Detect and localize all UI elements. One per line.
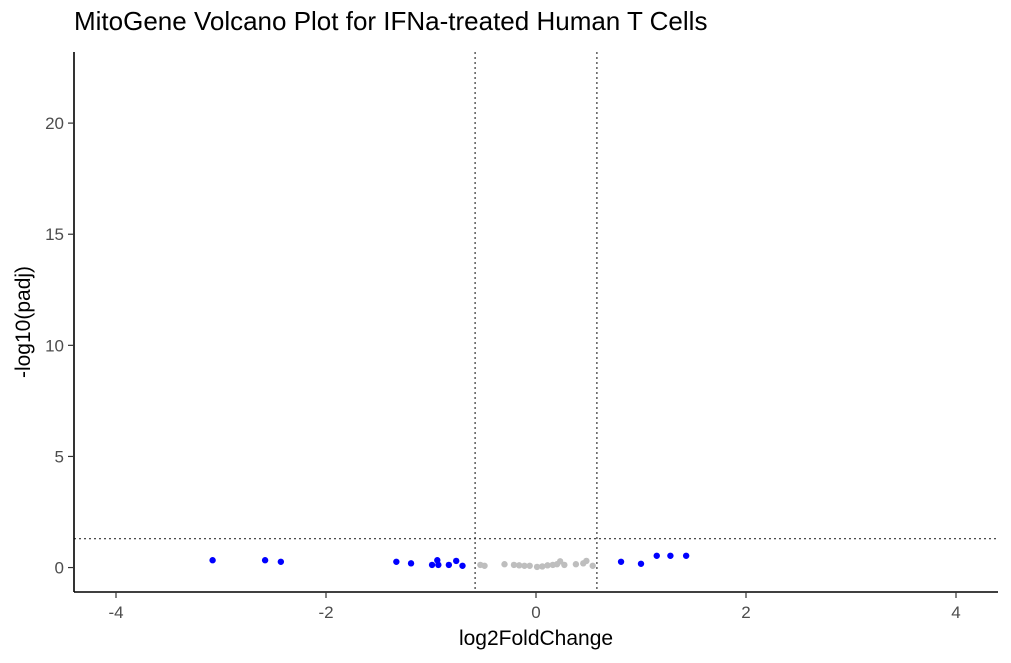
data-point-nonsignificant [539,563,546,570]
data-point-significant [617,558,625,565]
data-point-nonsignificant [561,561,568,569]
data-point-nonsignificant [501,561,508,568]
threshold-lines [74,52,998,592]
x-tick-label: 4 [951,603,960,622]
data-point-nonsignificant [544,562,551,569]
data-point-nonsignificant [556,558,564,565]
data-point-nonsignificant [516,562,523,569]
y-tick-label: 10 [45,336,64,355]
data-point-nonsignificant [481,562,488,569]
y-axis-title: -log10(padj) [12,266,35,378]
x-axis-title: log2FoldChange [459,627,613,650]
data-point-significant [667,552,674,559]
data-point-nonsignificant [572,561,580,568]
x-tick-label: 2 [741,603,750,622]
data-point-significant [407,560,415,567]
data-point-significant [653,552,660,559]
data-point-significant [637,560,645,567]
x-tick-label: -4 [108,603,123,622]
data-point-significant [682,552,690,559]
data-point-nonsignificant [521,562,528,569]
data-point-nonsignificant [510,561,518,569]
y-tick-label: 0 [55,559,64,578]
y-tick-label: 15 [45,225,64,244]
x-tick-label: -2 [318,603,333,622]
data-point-significant [435,561,442,569]
y-tick-label: 20 [45,114,64,133]
data-point-significant [261,557,269,564]
data-point-nonsignificant [526,562,533,569]
data-point-nonsignificant [533,563,541,571]
axis-ticks: -4 -2 0 2 4 0 5 10 15 20 [45,114,961,622]
data-point-significant [277,558,285,565]
axes [73,52,998,593]
x-tick-label: 0 [531,603,540,622]
data-point-significant [445,561,453,569]
data-point-significant [428,561,436,569]
chart-title: MitoGene Volcano Plot for IFNa-treated H… [74,6,708,36]
data-point-nonsignificant [583,557,590,565]
data-point-significant [453,557,460,565]
data-point-significant [209,557,216,564]
data-points [209,552,690,571]
data-point-nonsignificant [589,562,596,569]
data-point-significant [393,558,400,565]
y-tick-label: 5 [55,447,64,466]
data-point-significant [459,562,466,569]
